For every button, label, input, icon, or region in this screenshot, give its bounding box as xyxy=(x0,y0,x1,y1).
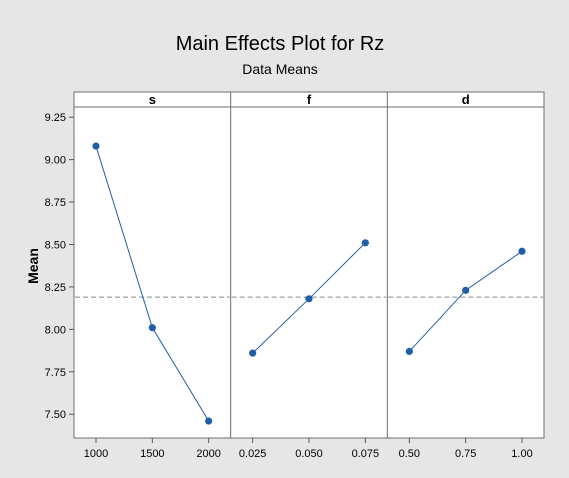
chart-title: Main Effects Plot for Rz xyxy=(176,33,385,55)
data-point-d-0 xyxy=(405,347,413,356)
x-tick-label-s-2: 2000 xyxy=(196,448,220,460)
y-tick-label-7: 9.25 xyxy=(45,112,66,124)
x-tick-label-d-1: 0.75 xyxy=(455,448,476,460)
x-tick-label-s-0: 1000 xyxy=(84,448,108,460)
data-point-d-2 xyxy=(518,247,526,255)
plot-area: s 1000 1500 2000 f 0.025 0.050 0.075 d 0.50 0.75 1.… xyxy=(45,91,545,460)
y-tick-label-1: 7.75 xyxy=(45,367,66,379)
data-point-d-1 xyxy=(462,286,470,294)
y-tick-label-3: 8.25 xyxy=(45,282,66,294)
data-point-s-0 xyxy=(92,142,100,150)
y-axis-label: Mean xyxy=(25,248,41,284)
panel-label-s: s xyxy=(149,92,156,107)
plot-frame xyxy=(73,91,545,439)
data-point-f-2 xyxy=(361,239,369,247)
x-tick-label-f-0: 0.025 xyxy=(239,448,267,460)
y-tick-label-0: 7.50 xyxy=(45,409,66,421)
panel-label-f: f xyxy=(307,92,312,107)
x-tick-label-f-1: 0.050 xyxy=(295,448,323,460)
data-point-s-1 xyxy=(148,324,156,332)
x-tick-label-d-2: 1.00 xyxy=(511,448,532,460)
data-point-f-0 xyxy=(249,349,257,357)
x-tick-label-s-1: 1500 xyxy=(140,448,164,460)
y-tick-label-6: 9.00 xyxy=(45,155,66,167)
data-point-s-2 xyxy=(205,417,213,425)
chart-subtitle: Data Means xyxy=(242,61,317,77)
x-tick-label-f-2: 0.075 xyxy=(352,448,380,460)
x-tick-label-d-0: 0.50 xyxy=(399,448,420,460)
panel-label-d: d xyxy=(462,92,470,107)
data-point-f-1 xyxy=(305,295,313,303)
y-tick-label-5: 8.75 xyxy=(45,197,66,209)
y-tick-label-4: 8.50 xyxy=(45,239,66,251)
y-tick-label-2: 8.00 xyxy=(45,324,66,336)
